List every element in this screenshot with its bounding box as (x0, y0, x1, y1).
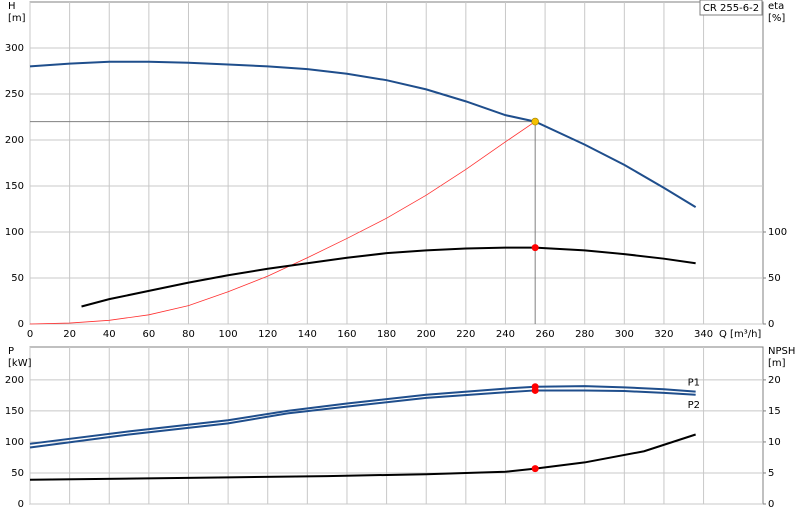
chart-title: CR 255-6-2 (703, 3, 759, 14)
y-tick-label: 150 (5, 406, 24, 417)
y2-tick-label: 15 (768, 406, 781, 417)
y2-axis-label: eta (768, 1, 784, 12)
y-tick-label: 100 (5, 437, 24, 448)
y-tick-label: 300 (5, 43, 24, 54)
x-tick-label: 280 (575, 329, 594, 340)
x-tick-label: 160 (337, 329, 356, 340)
y2-tick-label: 5 (768, 468, 774, 479)
y-axis-label: P (8, 346, 14, 357)
y2-axis-unit: [m] (768, 358, 786, 369)
x-axis-label: Q [m³/h] (719, 329, 761, 340)
y-tick-label: 150 (5, 181, 24, 192)
title-box (699, 0, 763, 16)
y2-tick-label: 0 (768, 499, 774, 510)
x-tick-label: 340 (694, 329, 713, 340)
duty-point (531, 117, 539, 126)
x-tick-label: 100 (219, 329, 238, 340)
x-tick-label: 140 (298, 329, 317, 340)
y-axis-label: H (8, 1, 16, 12)
series-line (29, 433, 696, 481)
x-tick-label: 80 (182, 329, 195, 340)
y2-tick-label: 20 (768, 375, 781, 386)
x-tick-label: 320 (654, 329, 673, 340)
x-tick-label: 200 (417, 329, 436, 340)
y2-tick-label: 10 (768, 437, 781, 448)
x-tick-label: 220 (456, 329, 475, 340)
y2-tick-label: 100 (768, 227, 787, 238)
series-label: P2 (688, 400, 700, 411)
y-tick-label: 200 (5, 375, 24, 386)
plot-area (29, 1, 764, 325)
y-tick-label: 50 (11, 273, 24, 284)
x-tick-label: 0 (27, 329, 33, 340)
y-tick-label: 200 (5, 135, 24, 146)
y-axis-unit: [kW] (8, 358, 32, 369)
y-tick-label: 0 (18, 499, 24, 510)
y2-axis-unit: [%] (768, 13, 785, 24)
y2-tick-label: 50 (768, 273, 781, 284)
y-tick-label: 250 (5, 89, 24, 100)
y-tick-label: 0 (18, 319, 24, 330)
x-tick-label: 120 (258, 329, 277, 340)
plot-area (29, 346, 764, 505)
y2-axis-label: NPSH (768, 346, 795, 357)
series-line (81, 246, 696, 308)
y-tick-label: 50 (11, 468, 24, 479)
y2-tick-label: 0 (768, 319, 774, 330)
series-line (29, 385, 696, 445)
x-tick-label: 240 (496, 329, 515, 340)
y-axis-unit: [m] (8, 13, 26, 24)
x-tick-label: 180 (377, 329, 396, 340)
x-tick-label: 260 (536, 329, 555, 340)
duty-point (531, 244, 539, 252)
series-label: P1 (688, 378, 700, 389)
series-line (29, 60, 697, 209)
duty-point (531, 386, 539, 394)
x-tick-label: 300 (615, 329, 634, 340)
y-tick-label: 100 (5, 227, 24, 238)
duty-point (531, 465, 539, 473)
series-line (29, 389, 696, 449)
x-tick-label: 60 (142, 329, 155, 340)
x-tick-label: 40 (103, 329, 116, 340)
x-tick-label: 20 (63, 329, 76, 340)
